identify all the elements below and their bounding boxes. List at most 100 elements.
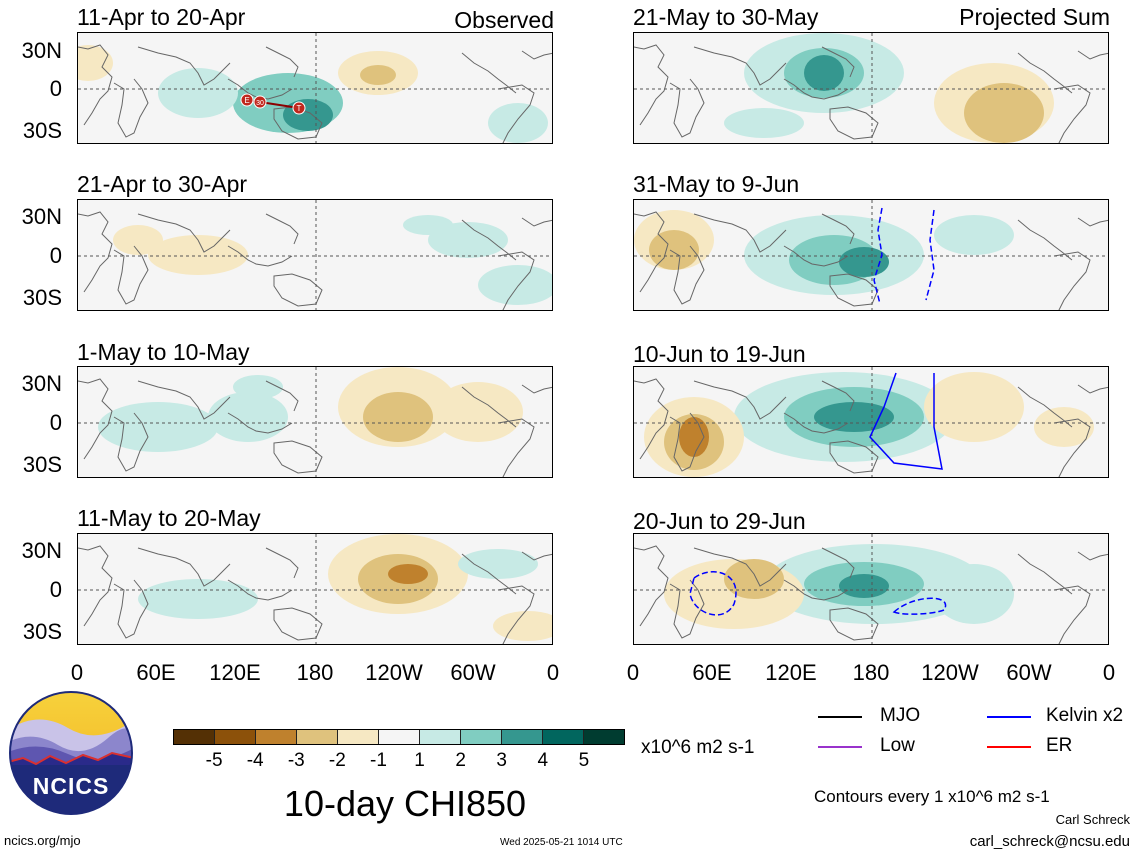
footer-author: Carl Schreck <box>1055 812 1130 827</box>
coastline <box>634 211 669 293</box>
coastline <box>821 380 855 412</box>
legend-line-er <box>987 746 1031 748</box>
lat-label-30s: 30S <box>22 285 62 310</box>
colorbar-swatch <box>338 730 379 744</box>
map-panel-proj2 <box>633 199 1109 311</box>
coastline <box>461 386 517 428</box>
positive-anomaly-area <box>458 549 538 579</box>
track-label-e: E <box>244 96 249 105</box>
lat-label-eq: 0 <box>49 577 62 602</box>
coastline <box>669 78 705 138</box>
legend-label-low: Low <box>880 735 915 756</box>
coastline <box>669 579 705 639</box>
negative-anomaly-area <box>148 235 248 275</box>
coastline <box>497 251 535 310</box>
lon-label-60w: 60W <box>450 660 496 685</box>
panel-title-obs4: 11-May to 20-May <box>77 505 261 531</box>
contours-note: Contours every 1 x10^6 m2 s-1 <box>814 787 1050 806</box>
positive-anomaly-area <box>478 265 552 305</box>
lat-label-eq: 0 <box>49 410 62 435</box>
positive-anomaly-area <box>839 574 889 598</box>
positive-anomaly-area <box>934 215 1014 255</box>
colorbar-label: -3 <box>287 750 305 771</box>
coastline <box>227 412 293 434</box>
lat-label-30n: 30N <box>21 38 62 63</box>
coastline <box>1053 251 1091 310</box>
colorbar-label: 1 <box>414 750 425 771</box>
lon-label-0: 0 <box>70 660 84 685</box>
colorbar-label: 2 <box>455 750 466 771</box>
coastline <box>1017 553 1073 595</box>
panel-title-obs3: 1-May to 10-May <box>77 339 250 365</box>
coastline <box>461 52 517 94</box>
coastline <box>113 245 149 305</box>
lon-label-120w: 120W <box>365 660 423 685</box>
coastline <box>783 412 849 434</box>
coastline <box>497 585 535 644</box>
coastline <box>821 547 855 579</box>
coastline <box>137 46 231 86</box>
negative-anomaly-area <box>363 392 433 442</box>
track-label-30: 30 <box>256 100 264 107</box>
colorbar-label: -2 <box>328 750 346 771</box>
coastline <box>1053 84 1091 143</box>
coastline <box>521 50 552 60</box>
coastline <box>821 213 855 245</box>
coastline <box>1053 418 1091 477</box>
footer-url[interactable]: ncics.org/mjo <box>4 833 81 848</box>
lon-label-0: 0 <box>546 660 560 685</box>
coastline <box>1077 50 1108 60</box>
coastline <box>227 579 293 601</box>
coastline <box>497 84 535 143</box>
coastline <box>1053 585 1091 644</box>
negative-anomaly-area <box>964 83 1044 143</box>
coastline <box>137 213 231 253</box>
observed-header: Observed <box>454 7 554 33</box>
lon-label-180: 180 <box>852 660 890 685</box>
coastline <box>78 378 113 460</box>
map-panel-proj4 <box>633 533 1109 645</box>
positive-anomaly-area <box>488 103 548 143</box>
projected-header: Projected Sum <box>959 4 1110 30</box>
negative-anomaly-area <box>78 45 113 81</box>
colorbar <box>173 729 625 745</box>
coastline <box>693 213 787 253</box>
positive-anomaly-area <box>814 402 894 432</box>
positive-anomaly-area <box>934 564 1014 624</box>
footer-email[interactable]: carl_schreck@ncsu.edu <box>969 833 1130 850</box>
panel-title-proj3: 10-Jun to 19-Jun <box>633 341 806 367</box>
colorbar-swatch <box>543 730 584 744</box>
coastline <box>265 380 299 412</box>
lat-label-30n: 30N <box>21 538 62 563</box>
coastline <box>669 245 705 305</box>
negative-anomaly-area <box>388 564 428 584</box>
coastline <box>521 551 552 561</box>
lat-label-eq: 0 <box>49 76 62 101</box>
colorbar-swatch <box>215 730 256 744</box>
positive-anomaly-area <box>158 68 238 118</box>
lon-label-120w: 120W <box>921 660 979 685</box>
lon-label-120e: 120E <box>765 660 817 685</box>
panel-title-obs1: 11-Apr to 20-Apr <box>77 4 246 30</box>
panel-title-proj1: 21-May to 30-May <box>633 4 819 30</box>
mjo-track-markers: E 30 T <box>240 93 306 115</box>
coastline <box>521 217 552 227</box>
lat-label-30s: 30S <box>22 452 62 477</box>
coastline <box>1077 384 1108 394</box>
coastline <box>1017 219 1073 261</box>
legend-label-er: ER <box>1046 735 1073 756</box>
coastline <box>265 46 299 78</box>
coastline <box>265 547 299 579</box>
ncics-logo-icon: NCICS <box>9 691 133 815</box>
coastline <box>783 78 849 100</box>
panel-title-proj2: 31-May to 9-Jun <box>633 171 800 197</box>
coastline <box>783 579 849 601</box>
coastline <box>265 213 299 245</box>
negative-anomaly-area <box>433 382 523 442</box>
colorbar-label: -4 <box>246 750 264 771</box>
lon-label-0: 0 <box>1102 660 1116 685</box>
lat-label-30s: 30S <box>22 118 62 143</box>
positive-anomaly-area <box>208 392 288 442</box>
negative-anomaly-area <box>679 417 709 457</box>
coastline <box>497 418 535 477</box>
